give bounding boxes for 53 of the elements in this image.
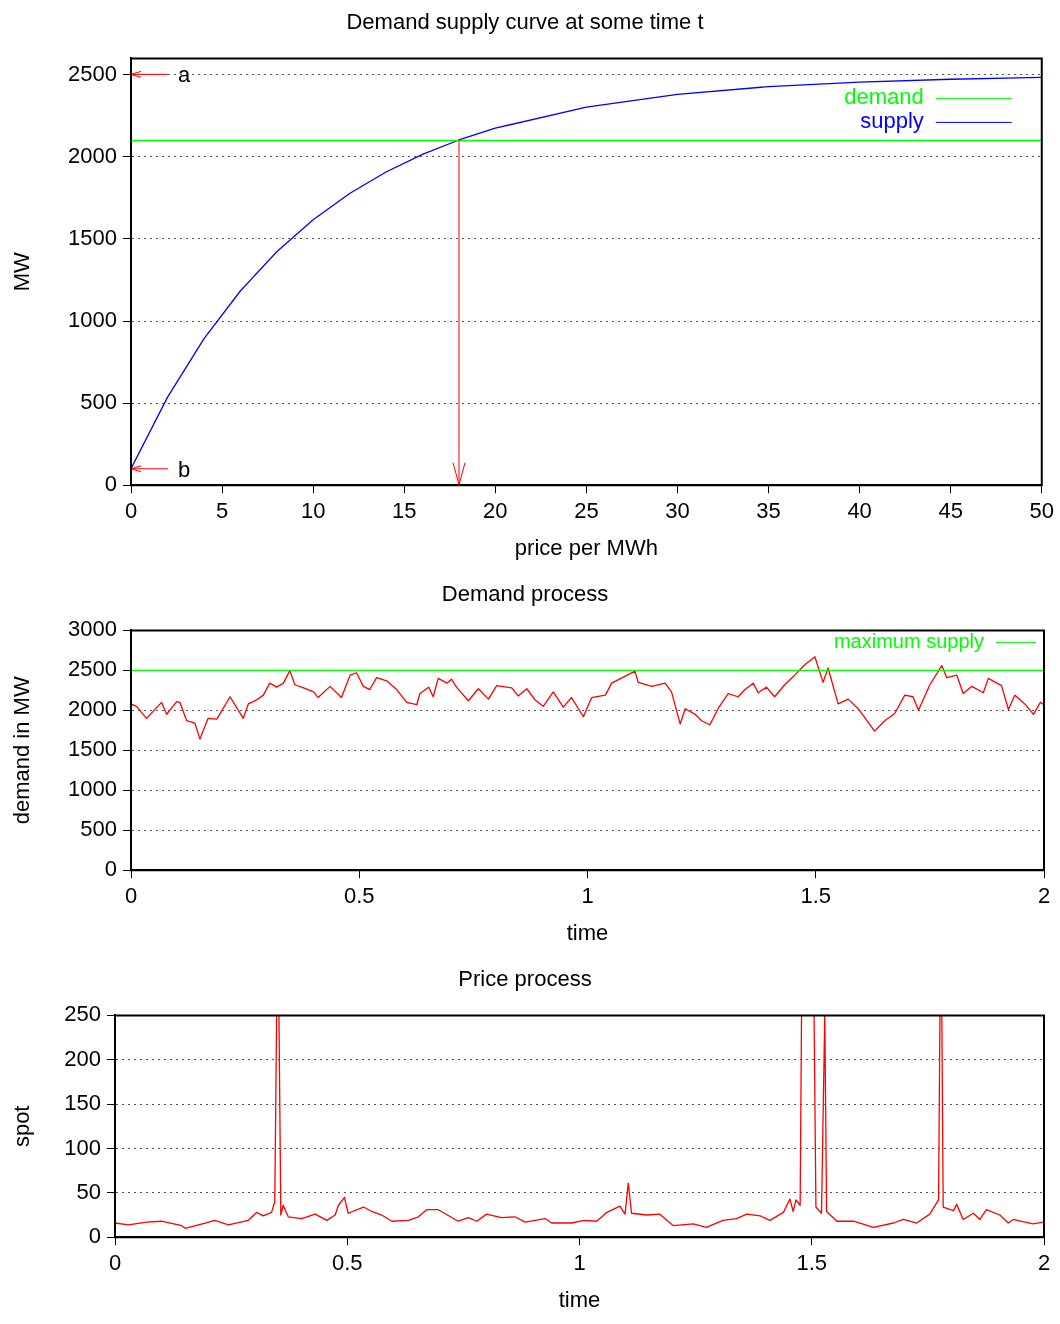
y-tick-label: 0 — [104, 471, 117, 497]
x-tick-label: 20 — [483, 498, 508, 524]
y-tick-label: 250 — [64, 1001, 101, 1027]
x-tick-label: 30 — [665, 498, 690, 524]
y-tick-label: 150 — [64, 1090, 101, 1116]
x-axis-title: price per MWh — [514, 534, 658, 560]
legend-label: maximum supply — [833, 629, 984, 652]
y-tick-label: 1000 — [68, 307, 117, 333]
x-tick-label: 35 — [756, 498, 781, 524]
y-tick-label: 100 — [64, 1134, 101, 1160]
y-tick-label: 0 — [104, 856, 117, 882]
x-axis-title: time — [566, 919, 609, 945]
y-axis-title: MW — [9, 252, 35, 292]
y-tick-label: 1500 — [68, 225, 117, 251]
annotation: b — [178, 456, 191, 482]
x-tick-label: 2 — [1037, 1250, 1051, 1276]
y-tick-label: 500 — [80, 816, 117, 842]
x-tick-label: 0.5 — [331, 1250, 363, 1276]
x-tick-label: 45 — [938, 498, 963, 524]
y-tick-label: 2500 — [68, 60, 117, 86]
y-tick-label: 500 — [80, 389, 117, 415]
y-tick-label: 1500 — [68, 736, 117, 762]
x-tick-label: 40 — [847, 498, 872, 524]
y-tick-label: 0 — [88, 1223, 101, 1249]
x-tick-label: 5 — [215, 498, 229, 524]
x-tick-label: 2 — [1037, 883, 1051, 909]
x-tick-label: 1 — [581, 883, 594, 909]
chart-title: Demand process — [441, 581, 609, 607]
y-tick-label: 1000 — [68, 776, 117, 802]
x-tick-label: 15 — [391, 498, 417, 524]
annotation: a — [178, 62, 191, 88]
y-tick-label: 50 — [76, 1178, 101, 1204]
x-tick-label: 0 — [124, 498, 138, 524]
y-axis-title: spot — [9, 1105, 35, 1148]
x-tick-label: 10 — [300, 498, 326, 524]
x-tick-label: 1.5 — [796, 1250, 828, 1276]
y-tick-label: 200 — [64, 1045, 101, 1071]
x-tick-label: 0.5 — [343, 883, 375, 909]
chart-title: Demand supply curve at some time t — [346, 9, 704, 35]
legend-label: supply — [860, 108, 924, 134]
legend-label: demand — [844, 84, 924, 110]
x-tick-label: 1.5 — [800, 883, 832, 909]
y-tick-label: 2500 — [68, 656, 117, 682]
y-axis-title: demand in MW — [9, 676, 35, 825]
y-tick-label: 2000 — [68, 696, 117, 722]
x-tick-label: 0 — [124, 883, 138, 909]
x-axis-title: time — [558, 1286, 601, 1312]
x-tick-label: 1 — [573, 1250, 586, 1276]
x-tick-label: 50 — [1029, 498, 1055, 524]
y-tick-label: 2000 — [68, 142, 117, 168]
chart-title: Price process — [458, 966, 592, 992]
x-tick-label: 25 — [574, 498, 599, 524]
y-tick-label: 3000 — [68, 616, 117, 642]
